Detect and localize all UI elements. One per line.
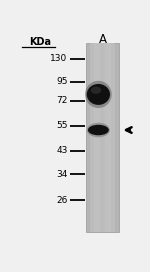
Ellipse shape	[88, 125, 109, 135]
Bar	[94, 43, 111, 232]
Text: 95: 95	[56, 77, 68, 86]
Ellipse shape	[85, 81, 112, 108]
Text: 72: 72	[56, 96, 68, 105]
Ellipse shape	[91, 86, 101, 94]
Text: KDa: KDa	[29, 37, 51, 47]
Text: 43: 43	[56, 147, 68, 156]
Bar	[99, 43, 106, 232]
Ellipse shape	[87, 84, 110, 105]
Text: 130: 130	[50, 54, 68, 63]
Ellipse shape	[87, 123, 110, 137]
Bar	[101, 43, 104, 232]
Text: 34: 34	[56, 169, 68, 178]
Bar	[86, 43, 119, 232]
Text: 55: 55	[56, 121, 68, 130]
Text: 26: 26	[56, 196, 68, 205]
Bar	[90, 43, 115, 232]
Text: A: A	[98, 33, 106, 47]
